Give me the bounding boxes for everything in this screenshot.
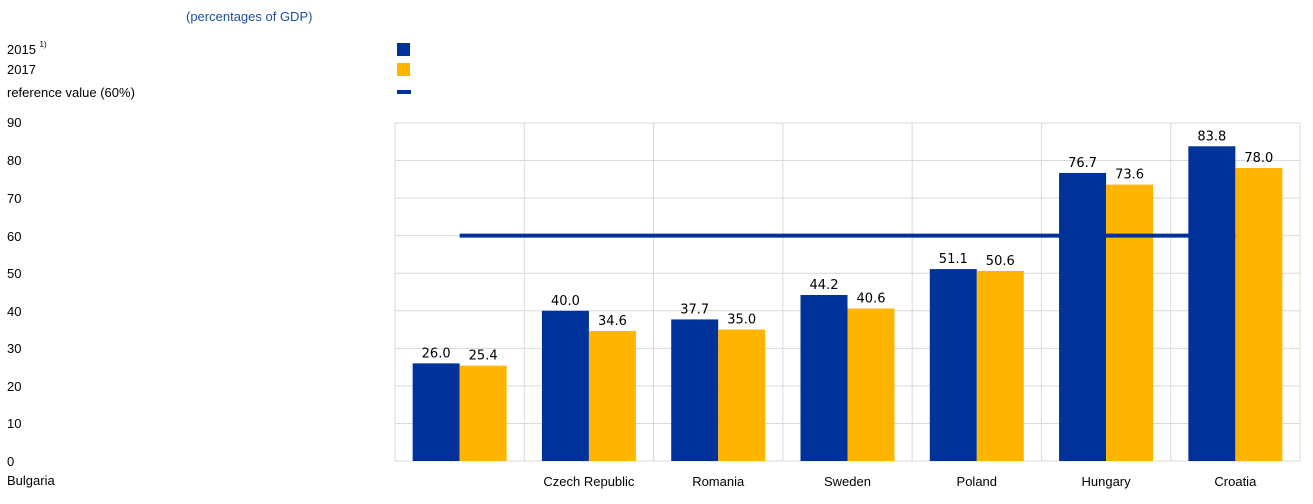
chart-subtitle: (percentages of GDP) [186,9,313,24]
y-tick-50: 50 [7,266,22,281]
bar-2015 [1188,146,1236,462]
data-label-2015: 26.0 [422,346,451,361]
data-label-2017: 73.6 [1115,168,1144,183]
data-label-2017: 78.0 [1244,151,1273,166]
bar-2017 [1106,184,1154,461]
data-label-2015: 37.7 [680,302,709,317]
y-tick-60: 60 [7,229,22,244]
data-label-2017: 50.6 [986,254,1015,269]
y-tick-20: 20 [7,379,22,394]
y-tick-90: 90 [7,115,22,130]
data-label-2017: 35.0 [727,313,756,328]
y-tick-0: 0 [7,454,15,469]
data-label-2017: 25.4 [469,349,498,364]
x-tick-label: Hungary [1082,474,1132,489]
bar-2015 [541,310,589,461]
bar-2017 [847,308,895,461]
y-tick-10: 10 [7,416,22,431]
bar-2015 [1059,172,1107,461]
y-tick-80: 80 [7,153,22,168]
bar-2017 [1235,168,1283,462]
data-label-2015: 51.1 [939,252,968,267]
data-label-2015: 40.0 [551,294,580,309]
bar-2017 [459,365,507,461]
bar-2017 [718,329,766,461]
legend-label-reference: reference value (60%) [7,85,135,100]
bar-2017 [976,270,1024,461]
data-label-2017: 40.6 [857,292,886,307]
data-label-2015: 76.7 [1068,156,1097,171]
x-tick-label: Czech Republic [543,474,635,489]
legend-swatch-2017 [397,63,410,76]
y-tick-40: 40 [7,304,22,319]
y-tick-70: 70 [7,191,22,206]
bar-2017 [588,331,636,461]
data-label-2015: 83.8 [1197,129,1226,144]
data-label-2015: 44.2 [810,278,839,293]
y-tick-30: 30 [7,341,22,356]
bar-2015 [671,319,719,461]
bar-2015 [800,295,848,461]
bar-2015 [412,363,460,461]
legend-line-reference [397,90,411,94]
x-tick-label: Sweden [824,474,871,489]
legend-label-2015: 2015 1) [7,40,47,57]
x-tick-label: Croatia [1214,474,1257,489]
x-tick-label: Romania [692,474,745,489]
legend-label-2017: 2017 [7,62,36,77]
bar-2015 [929,269,977,461]
legend-swatch-2015 [397,43,410,56]
data-label-2017: 34.6 [598,314,627,329]
x-tick-label: Poland [957,474,997,489]
x-tick-bulgaria: Bulgaria [7,473,55,488]
